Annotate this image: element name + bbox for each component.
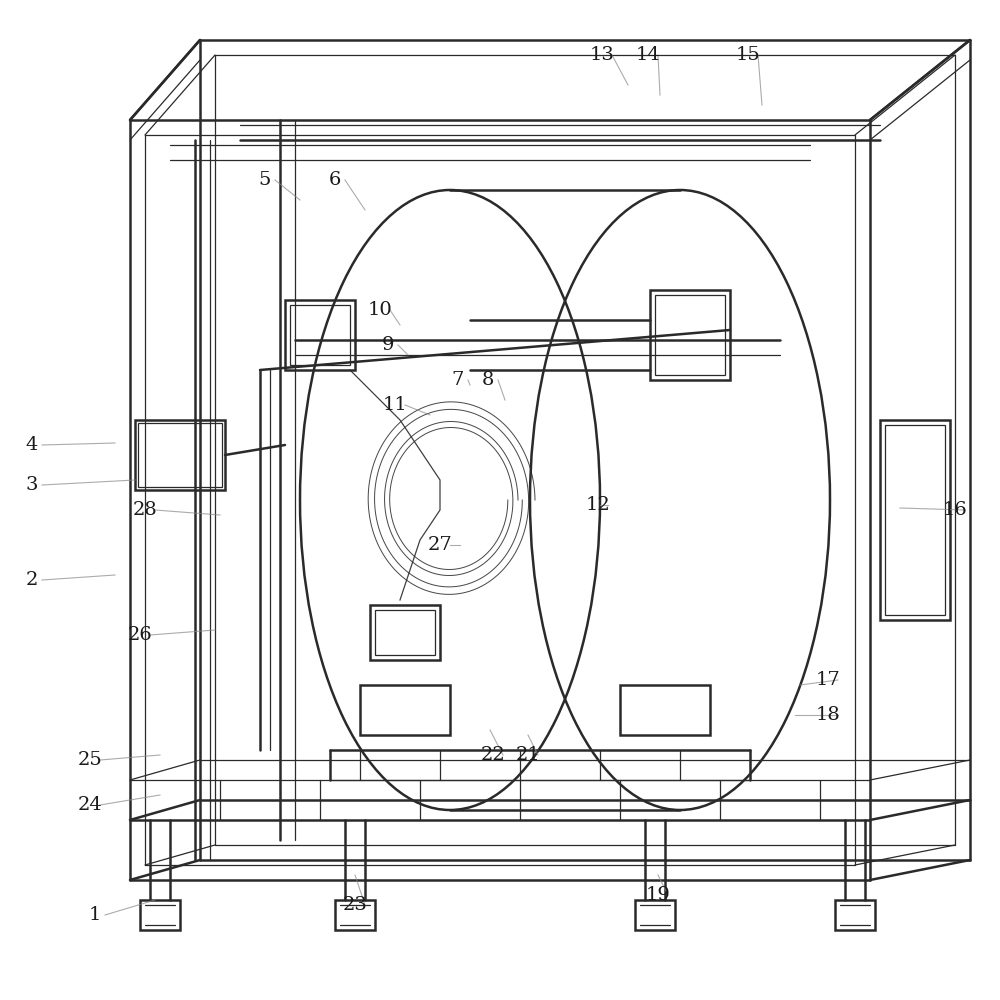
Text: 24: 24 — [78, 796, 102, 814]
Text: 13: 13 — [590, 46, 614, 64]
Bar — [835, 900, 875, 930]
Bar — [635, 900, 675, 930]
Text: 11: 11 — [383, 396, 407, 414]
Text: 25: 25 — [78, 751, 102, 769]
Text: 8: 8 — [482, 371, 494, 389]
Text: 2: 2 — [26, 571, 38, 589]
Text: 15: 15 — [736, 46, 760, 64]
Bar — [138, 423, 222, 487]
Text: 9: 9 — [382, 336, 394, 354]
Text: 19: 19 — [646, 886, 670, 904]
Bar — [375, 610, 435, 655]
Bar — [290, 305, 350, 365]
Text: 14: 14 — [636, 46, 660, 64]
Text: 5: 5 — [259, 171, 271, 189]
Text: 6: 6 — [329, 171, 341, 189]
Text: 28: 28 — [133, 501, 157, 519]
Bar — [620, 685, 710, 735]
Text: 23: 23 — [343, 896, 367, 914]
Bar — [335, 900, 375, 930]
Text: 10: 10 — [368, 301, 392, 319]
Text: 1: 1 — [89, 906, 101, 924]
Bar — [650, 290, 730, 380]
Text: 22: 22 — [481, 746, 505, 764]
Bar — [655, 295, 725, 375]
Text: 17: 17 — [816, 671, 840, 689]
Bar — [285, 300, 355, 370]
Text: 21: 21 — [516, 746, 540, 764]
Bar — [370, 605, 440, 660]
Text: 18: 18 — [816, 706, 840, 724]
Text: 3: 3 — [26, 476, 38, 494]
Bar — [140, 900, 180, 930]
Text: 12: 12 — [586, 496, 610, 514]
Text: 16: 16 — [943, 501, 967, 519]
Text: 26: 26 — [128, 626, 152, 644]
Text: 7: 7 — [452, 371, 464, 389]
Bar — [135, 420, 225, 490]
Bar — [360, 685, 450, 735]
Bar — [880, 420, 950, 620]
Text: 27: 27 — [428, 536, 452, 554]
Text: 4: 4 — [26, 436, 38, 454]
Bar — [885, 425, 945, 615]
